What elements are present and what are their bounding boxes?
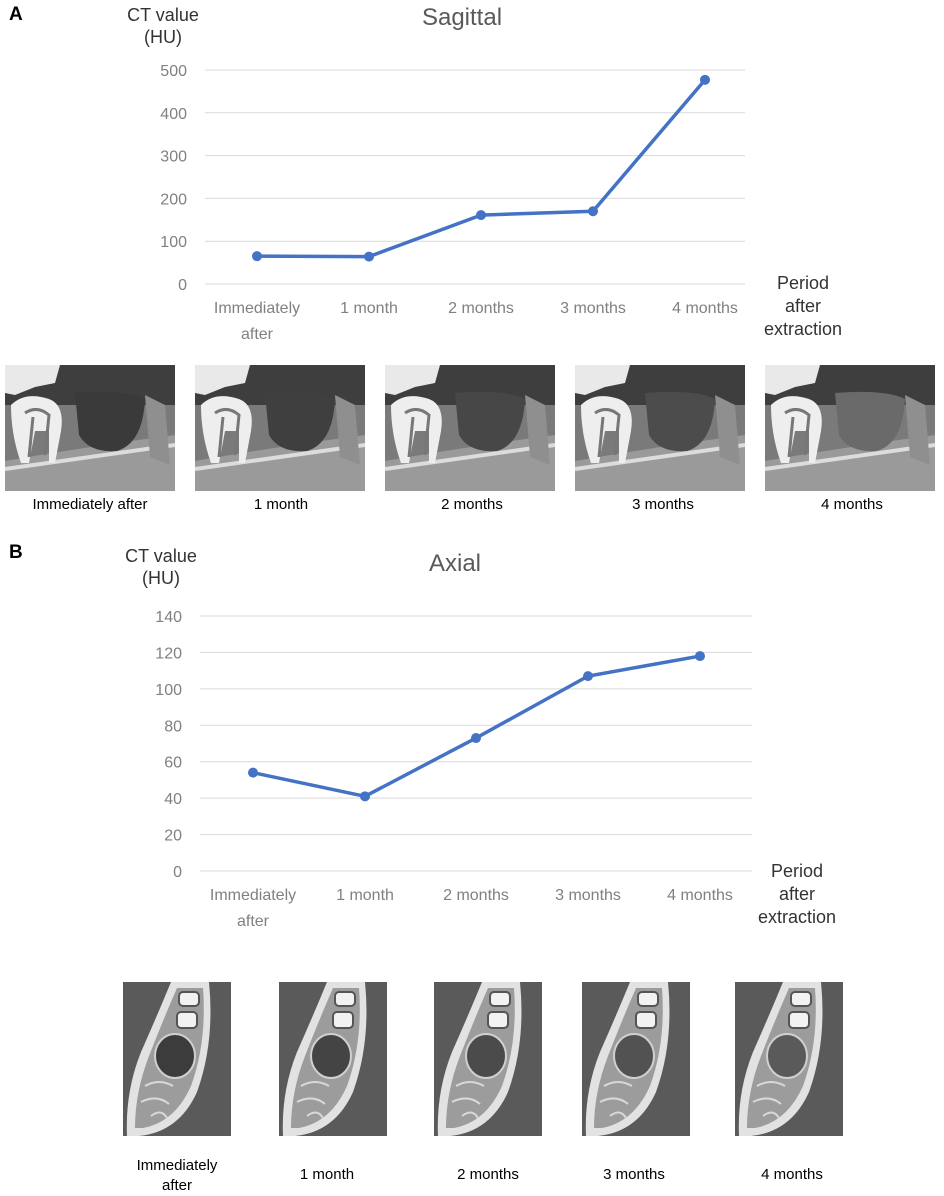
sagittal-chart-title: Sagittal [421, 4, 503, 31]
axial-y-axis-label: CT value (HU) [125, 546, 197, 588]
sagittal-image-caption: 1 month [253, 496, 309, 513]
data-point [360, 791, 370, 802]
x-tick-label: 4 months [667, 887, 733, 904]
axial-image-caption: 1 month [299, 1166, 355, 1183]
axial-ct-image [582, 982, 690, 1136]
data-point [476, 210, 486, 221]
x-tick-label: 3 months [555, 887, 621, 904]
y-tick-label: 100 [160, 234, 187, 251]
axial-image-caption: 3 months [603, 1166, 665, 1183]
data-point [588, 206, 598, 217]
sagittal-image-caption: 2 months [441, 496, 503, 513]
sagittal-image-caption: Immediately after [32, 496, 148, 513]
series-line [256, 78, 707, 259]
y-tick-label: 80 [164, 718, 182, 735]
data-point [583, 671, 593, 682]
data-point [252, 251, 262, 262]
series-line [252, 654, 701, 799]
y-tick-label: 120 [155, 645, 182, 662]
sagittal-image-caption: 3 months [632, 496, 694, 513]
y-tick-label: 100 [155, 682, 182, 699]
data-point [695, 651, 705, 662]
y-tick-label: 300 [160, 149, 187, 166]
sagittal-chart: 0 100 200 300 400 500 Immediately after 1 month 2… [0, 0, 944, 350]
data-point [364, 251, 374, 262]
x-tick-label: 2 months [448, 300, 514, 317]
axial-ct-image [123, 982, 231, 1136]
panel-label-b: B [9, 542, 23, 563]
y-tick-label: 20 [164, 828, 182, 845]
y-tick-label: 60 [164, 755, 182, 772]
data-point [700, 74, 710, 85]
x-tick-label: 3 months [560, 300, 626, 317]
sagittal-ct-image [765, 365, 935, 491]
x-tick-label: Immediately after [210, 887, 296, 930]
sagittal-y-axis-label: CT value (HU) [127, 5, 199, 47]
y-tick-label: 140 [155, 609, 182, 626]
data-point [471, 733, 481, 744]
sagittal-ct-image [575, 365, 745, 491]
data-point [248, 767, 258, 778]
axial-image-caption: Immediately after [136, 1157, 218, 1194]
x-tick-label: 4 months [672, 300, 738, 317]
axial-image-caption: 2 months [457, 1166, 519, 1183]
sagittal-chart-svg: 0 100 200 300 400 500 Immediately after 1 month 2… [160, 63, 745, 343]
x-tick-label: 1 month [336, 887, 394, 904]
axial-chart-title: Axial [428, 550, 482, 577]
sagittal-image-caption: 4 months [821, 496, 883, 513]
x-tick-label: 2 months [443, 887, 509, 904]
axial-chart-svg: 0 20 40 60 80 100 120 140 Immediately after 1 mont… [155, 609, 752, 930]
axial-chart: 0 20 40 60 80 100 120 140 Immediately after 1 mont… [0, 540, 944, 940]
axial-ct-image [279, 982, 387, 1136]
axial-ct-image [434, 982, 542, 1136]
panel-label-a: A [9, 4, 23, 25]
sagittal-ct-image [385, 365, 555, 491]
y-tick-label: 40 [164, 791, 182, 808]
sagittal-ct-image [195, 365, 365, 491]
y-tick-label: 200 [160, 191, 187, 208]
y-tick-label: 500 [160, 63, 187, 80]
axial-image-caption: 4 months [761, 1166, 823, 1183]
x-tick-label: 1 month [340, 300, 398, 317]
x-tick-label: Immediately after [214, 300, 300, 343]
y-tick-label: 0 [173, 864, 182, 881]
y-tick-label: 400 [160, 106, 187, 123]
sagittal-ct-image [5, 365, 175, 491]
axial-ct-image [735, 982, 843, 1136]
y-tick-label: 0 [178, 277, 187, 294]
sagittal-x-axis-label: Period after extraction [763, 273, 843, 339]
axial-x-axis-label: Period after extraction [757, 861, 837, 927]
